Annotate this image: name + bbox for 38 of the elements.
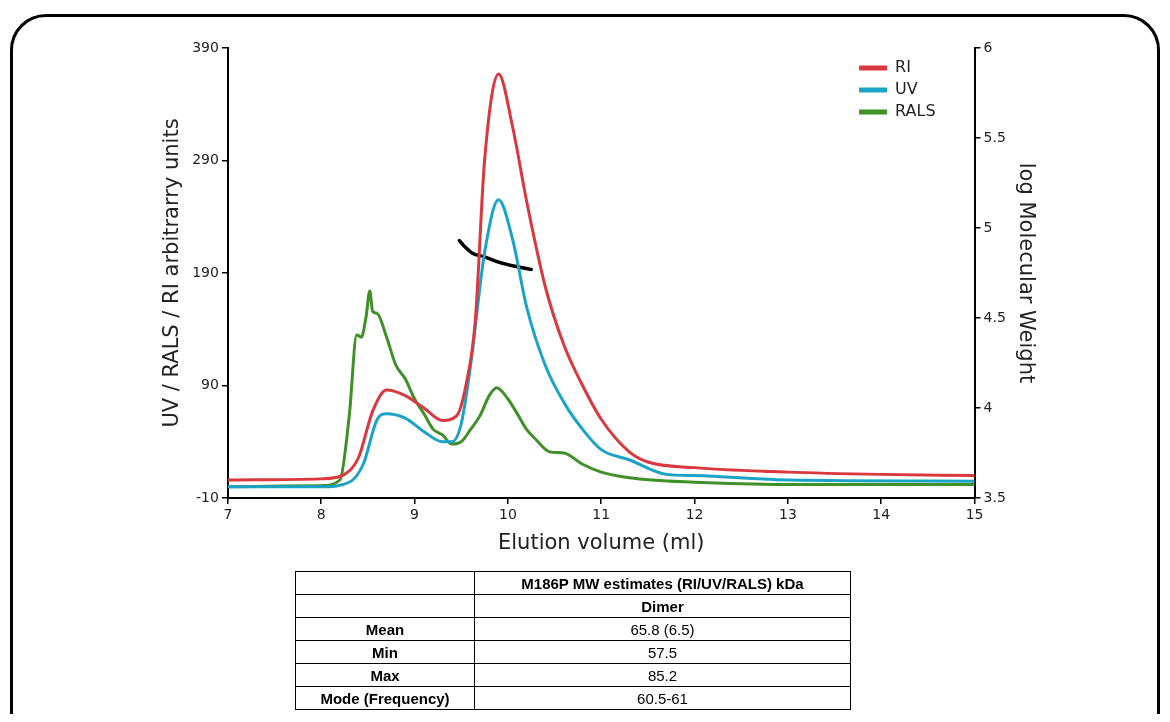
y2-tick-label: 6 [983, 38, 993, 55]
line-series [227, 72, 975, 482]
y2-tick-label: 5.5 [983, 128, 1006, 145]
x-tick-label: 7 [223, 506, 233, 523]
x-tick-label: 9 [410, 506, 420, 523]
y2-tick-label: 5 [983, 218, 993, 235]
y-tick-label: 190 [192, 263, 219, 280]
x-tick-label: 10 [498, 506, 517, 523]
legend-label: RALS [895, 101, 936, 121]
text: M186P MW estimates (RI/UV/RALS) kDa [474, 571, 851, 595]
x-tick-label: 8 [316, 506, 326, 523]
text: Dimer [474, 594, 851, 618]
text: 60.5-61 [474, 686, 851, 710]
y2-tick-label: 4 [983, 398, 993, 415]
y2-axis-title: log Molecular Weight [1014, 162, 1039, 384]
y-tick-label: -10 [196, 488, 219, 505]
y-tick-label: 90 [201, 376, 219, 393]
text: 85.2 [474, 663, 851, 687]
text: Mean [295, 617, 475, 641]
legend-label: UV [895, 79, 918, 99]
y-axis-title: UV / RALS / RI arbitrarry units [159, 118, 184, 428]
y2-tick-label: 4.5 [983, 308, 1006, 325]
x-tick-label: 13 [778, 506, 797, 523]
x-tick-label: 15 [965, 506, 984, 523]
legend-label: RI [895, 57, 911, 77]
y2-tick-label: 3.5 [983, 488, 1006, 505]
x-tick-label: 14 [872, 506, 891, 523]
text: Max [295, 663, 475, 687]
x-tick-label: 11 [592, 506, 611, 523]
text: 65.8 (6.5) [474, 617, 851, 641]
text: Mode (Frequency) [295, 686, 475, 710]
x-tick-label: 12 [685, 506, 704, 523]
line-series [227, 198, 975, 489]
y-tick-label: 290 [192, 151, 219, 168]
text: Min [295, 640, 475, 664]
text: 57.5 [474, 640, 851, 664]
y-tick-label: 390 [192, 38, 219, 55]
x-axis-title: Elution volume (ml) [497, 529, 705, 554]
